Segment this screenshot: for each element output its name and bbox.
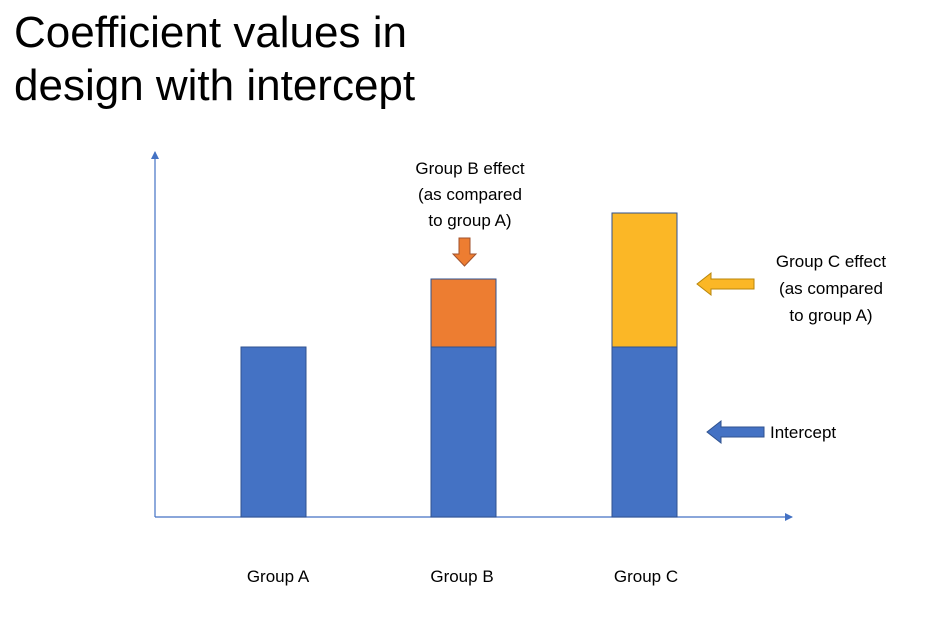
- group-b-effect-label-line3: to group A): [428, 211, 511, 230]
- group-c-effect-label-line2: (as compared: [779, 279, 883, 298]
- group-b-effect-label-line1: Group B effect: [415, 159, 525, 178]
- group-c-effect-label-line1: Group C effect: [776, 252, 887, 271]
- group-c-effect-arrow-icon: [696, 271, 755, 297]
- slide-title: Coefficient values in design with interc…: [14, 8, 416, 110]
- bar-group-c-effect: [611, 212, 678, 348]
- group-b-effect-label-line2: (as compared: [418, 185, 522, 204]
- intercept-arrow-icon: [706, 419, 765, 445]
- group-a-label: Group A: [247, 567, 310, 586]
- bar-group-c-intercept: [611, 346, 678, 518]
- bar-group-b-effect: [430, 278, 497, 348]
- intercept-label: Intercept: [770, 423, 836, 442]
- group-c-effect-label-line3: to group A): [789, 306, 872, 325]
- group-b-label: Group B: [430, 567, 493, 586]
- bar-group-a-intercept: [240, 346, 307, 518]
- group-c-label: Group C: [614, 567, 678, 586]
- group-b-effect-arrow-icon: [451, 237, 478, 267]
- bar-group-b-intercept: [430, 346, 497, 518]
